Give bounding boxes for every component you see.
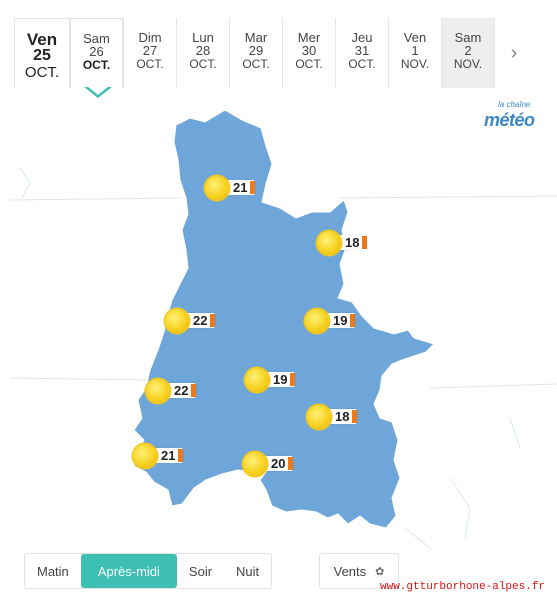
date-day-name: Lun <box>192 30 214 45</box>
chevron-right-icon: › <box>510 41 518 64</box>
sun-icon <box>165 309 189 333</box>
date-tab-mar-29[interactable]: Mar 29 OCT. <box>229 18 282 88</box>
temperature-bar <box>191 384 197 397</box>
sun-icon <box>305 309 329 333</box>
temperature-bar <box>290 373 296 386</box>
date-tab-dim-27[interactable]: Dim 27 OCT. <box>123 18 176 88</box>
temperature-bar <box>250 181 256 194</box>
date-tab-ven-25[interactable]: Ven 25 OCT. <box>14 18 70 88</box>
date-day-name: Dim <box>138 30 162 45</box>
sun-icon <box>146 379 170 403</box>
date-day-name: Jeu <box>351 30 373 45</box>
sun-icon <box>243 452 267 476</box>
date-day-number: 2 <box>464 42 472 58</box>
date-day-number: 29 <box>248 42 264 58</box>
date-day-name: Ven <box>26 30 58 49</box>
date-tab-ven-1[interactable]: Ven 1 NOV. <box>388 18 441 88</box>
date-month: OCT. <box>242 57 270 71</box>
temperature-tag: 20 <box>259 456 294 471</box>
date-day-number: 27 <box>142 42 158 58</box>
brand-small-text: la chaîne <box>498 100 531 109</box>
date-day-name: Ven <box>403 30 427 45</box>
temperature-bar <box>288 457 294 470</box>
sun-icon <box>133 444 157 468</box>
temperature-value: 18 <box>345 235 360 250</box>
sun-icon <box>205 176 229 200</box>
date-selector: Ven 25 OCT. Sam 26 OCT. Dim 27 OCT. Lun 28 OCT. Mar 2… <box>14 18 557 89</box>
temperature-value: 19 <box>273 372 288 387</box>
temperature-value: 22 <box>193 313 208 328</box>
period-tab-soir[interactable]: Soir <box>188 563 213 579</box>
date-day-number: 31 <box>354 42 370 58</box>
period-tab-matin[interactable]: Matin <box>37 563 69 579</box>
date-day-name: Mar <box>244 30 268 45</box>
temperature-value: 19 <box>333 313 348 328</box>
date-day-number: 28 <box>195 42 211 58</box>
selected-date-caret-inner <box>87 86 109 95</box>
date-month: OCT. <box>82 58 111 72</box>
sun-icon <box>317 231 341 255</box>
date-month: OCT. <box>24 64 60 81</box>
temperature-value: 21 <box>233 180 248 195</box>
date-tab-mer-30[interactable]: Mer 30 OCT. <box>282 18 335 88</box>
temperature-tag: 21 <box>149 448 184 463</box>
date-day-name: Sam <box>454 30 482 45</box>
temperature-bar <box>210 314 216 327</box>
date-day-number: 30 <box>301 42 317 58</box>
sun-icon <box>245 368 269 392</box>
temperature-value: 18 <box>335 409 350 424</box>
temperature-tag: 19 <box>321 313 356 328</box>
temperature-value: 21 <box>161 448 176 463</box>
date-day-name: Mer <box>297 30 321 45</box>
wind-icon: ✿ <box>375 565 385 578</box>
date-day-number: 26 <box>89 43 104 59</box>
date-month: OCT. <box>189 57 217 71</box>
department-map <box>10 109 557 549</box>
period-tab-nuit[interactable]: Nuit <box>236 563 260 579</box>
drome-department-shape <box>133 109 435 529</box>
date-month: OCT. <box>136 57 164 71</box>
temperature-bar <box>178 449 184 462</box>
date-month: NOV. <box>453 57 483 71</box>
weather-map <box>10 88 557 553</box>
temperature-value: 20 <box>271 456 286 471</box>
brand-logo: la chaîne météo <box>476 100 546 134</box>
date-day-number: 1 <box>411 42 419 58</box>
temperature-bar <box>352 410 358 423</box>
temperature-bar <box>350 314 356 327</box>
date-tab-sam-26[interactable]: Sam 26 OCT. <box>70 18 123 88</box>
sun-icon <box>307 405 331 429</box>
date-month: NOV. <box>400 57 430 71</box>
next-dates-button[interactable]: › <box>494 18 533 88</box>
temperature-tag: 18 <box>323 409 358 424</box>
temperature-tag: 18 <box>333 235 368 250</box>
temperature-value: 22 <box>174 383 189 398</box>
date-day-name: Sam <box>83 31 110 46</box>
period-tab-aprsmidi[interactable]: Après-midi <box>80 554 177 588</box>
date-month: OCT. <box>295 57 323 71</box>
winds-button[interactable]: Vents ✿ <box>319 553 399 589</box>
watermark: www.gtturborhone-alpes.fr <box>380 581 546 593</box>
period-selector: Matin Après-midi Soir Nuit <box>24 553 273 589</box>
date-month: OCT. <box>348 57 376 71</box>
temperature-bar <box>362 236 368 249</box>
date-day-number: 25 <box>33 47 51 64</box>
temperature-tag: 21 <box>221 180 256 195</box>
date-tab-sam-2[interactable]: Sam 2 NOV. <box>441 18 494 88</box>
temperature-tag: 19 <box>261 372 296 387</box>
temperature-tag: 22 <box>162 383 197 398</box>
date-tab-lun-28[interactable]: Lun 28 OCT. <box>176 18 229 88</box>
date-tab-jeu-31[interactable]: Jeu 31 OCT. <box>335 18 388 88</box>
brand-big-text: météo <box>484 110 535 130</box>
temperature-tag: 22 <box>181 313 216 328</box>
winds-label: Vents <box>333 563 367 579</box>
